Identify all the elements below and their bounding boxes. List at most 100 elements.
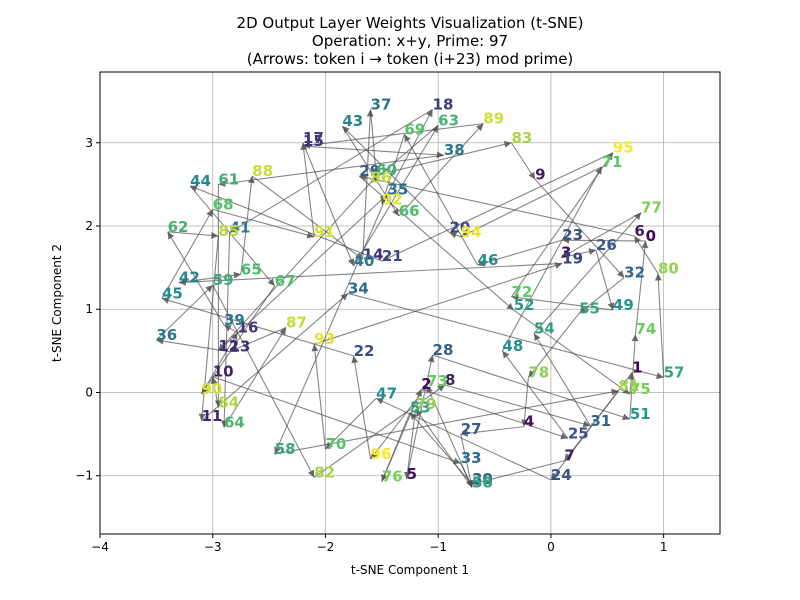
token-label: 52 [514, 296, 535, 314]
token-label: 82 [314, 463, 335, 481]
token-label: 20 [449, 219, 470, 237]
y-axis-label: t-SNE Component 2 [50, 244, 64, 362]
token-label: 90 [201, 380, 222, 398]
token-label: 61 [218, 170, 239, 188]
token-label: 60 [376, 161, 397, 179]
transition-arrow [403, 134, 479, 266]
transition-arrow [627, 372, 635, 395]
token-label: 50 [472, 473, 493, 491]
token-label: 9 [535, 165, 545, 183]
transition-arrow [229, 327, 287, 353]
transition-arrow [471, 460, 565, 486]
token-label: 7 [564, 447, 574, 465]
transition-arrow [521, 377, 529, 427]
token-label: 43 [342, 112, 363, 130]
transition-arrow [189, 185, 276, 287]
token-label: 92 [382, 190, 403, 208]
token-label: 6 [634, 222, 644, 240]
token-label: 47 [376, 384, 397, 402]
transition-arrow [527, 313, 580, 378]
token-label: 29 [359, 162, 380, 180]
token-label: 16 [238, 319, 259, 337]
transition-arrow [460, 433, 474, 488]
token-label: 27 [461, 420, 482, 438]
token-label: 38 [444, 141, 465, 159]
token-label: 77 [641, 199, 662, 217]
transition-arrow [415, 408, 473, 488]
token-label: 23 [562, 226, 583, 244]
transition-arrow [381, 388, 422, 482]
token-label: 40 [354, 252, 375, 270]
transition-arrow [274, 194, 388, 455]
point-labels: 0123456789101112131415161718192021222324… [156, 95, 684, 491]
transition-arrow [376, 140, 512, 176]
transition-arrow [311, 344, 327, 450]
token-label: 58 [275, 440, 296, 458]
transition-arrow [432, 354, 630, 421]
transition-arrow [302, 142, 355, 267]
transition-arrow [314, 262, 563, 345]
transition-arrow [406, 354, 435, 480]
token-label: 26 [596, 236, 617, 254]
token-label: 44 [190, 172, 211, 190]
transition-arrow [381, 152, 614, 262]
token-label: 68 [213, 195, 234, 213]
transition-arrow [212, 376, 461, 465]
token-label: 31 [590, 412, 611, 430]
token-label: 49 [613, 296, 634, 314]
token-label: 70 [325, 435, 346, 453]
token-label: 35 [387, 180, 408, 198]
transition-arrow [353, 124, 439, 267]
transition-arrow [370, 124, 439, 184]
token-label: 1 [632, 359, 642, 377]
token-label: 91 [314, 223, 335, 241]
transition-arrow [380, 134, 405, 205]
token-label: 53 [410, 398, 431, 416]
transition-arrow [220, 232, 231, 428]
token-label: 85 [218, 222, 239, 240]
token-label: 12 [218, 337, 239, 355]
token-label: 11 [201, 407, 222, 425]
transition-arrow [560, 212, 642, 259]
transition-arrow [511, 294, 613, 311]
arrows [155, 108, 665, 488]
transition-arrow [562, 236, 646, 244]
token-label: 74 [635, 320, 656, 338]
token-label: 79 [416, 395, 437, 413]
token-label: 55 [579, 299, 600, 317]
transition-arrow [217, 182, 371, 352]
transition-arrow [533, 333, 591, 427]
token-label: 0 [646, 227, 656, 245]
transition-arrow [578, 277, 625, 314]
token-label: 96 [371, 445, 392, 463]
transition-arrow [212, 208, 315, 239]
transition-arrow [375, 397, 552, 481]
token-label: 51 [630, 405, 651, 423]
token-label: 17 [303, 129, 324, 147]
transition-arrow [189, 185, 383, 262]
transition-arrow [633, 235, 659, 274]
chart-title-line-1: 2D Output Layer Weights Visualization (t… [237, 14, 584, 32]
transition-arrow [634, 240, 649, 335]
y-tick-label: 1 [85, 302, 93, 316]
token-label: 95 [613, 139, 634, 157]
x-tick-label: −1 [429, 540, 447, 554]
transition-arrow [533, 212, 642, 334]
token-label: 22 [354, 342, 375, 360]
token-label: 5 [407, 465, 417, 483]
token-label: 87 [286, 314, 307, 332]
x-tick-label: −4 [91, 540, 109, 554]
token-label: 64 [224, 413, 245, 431]
token-label: 63 [438, 111, 459, 129]
transition-arrow [460, 166, 602, 238]
transition-arrow [362, 109, 374, 260]
token-label: 21 [382, 247, 403, 265]
transition-arrow [210, 376, 219, 408]
token-label: 46 [478, 251, 499, 269]
token-label: 24 [551, 466, 572, 484]
token-label: 65 [241, 260, 262, 278]
transition-arrow [449, 231, 461, 239]
token-label: 88 [252, 162, 273, 180]
token-label: 72 [511, 283, 532, 301]
